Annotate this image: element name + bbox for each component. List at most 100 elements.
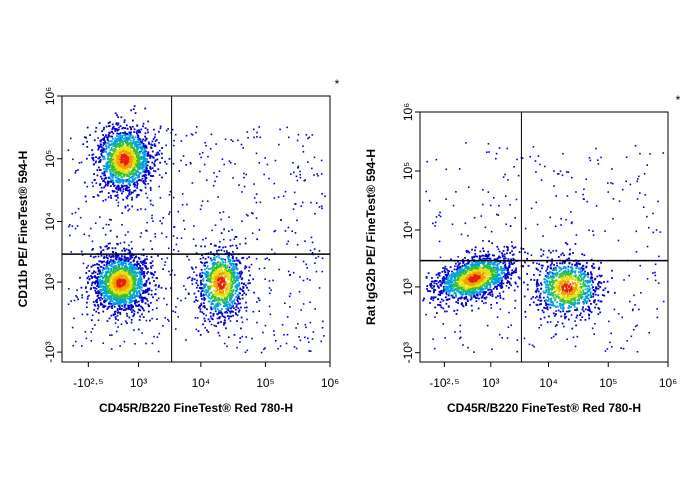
event-dot: [447, 273, 450, 276]
event-dot: [224, 138, 227, 141]
event-dot: [238, 283, 241, 285]
event-dot: [98, 161, 100, 163]
event-dot: [241, 271, 243, 274]
event-dot: [125, 287, 128, 289]
event-dot: [132, 168, 134, 171]
event-dot: [223, 323, 225, 326]
event-dot: [96, 284, 99, 287]
event-dot: [242, 286, 245, 289]
event-dot: [128, 270, 131, 273]
event-dot: [492, 276, 495, 279]
event-dot: [101, 149, 104, 152]
event-dot: [230, 139, 233, 141]
event-dot: [149, 154, 152, 157]
event-dot: [127, 249, 130, 252]
event-dot: [130, 288, 133, 291]
event-dot: [130, 306, 133, 309]
event-dot: [147, 278, 150, 281]
event-dot: [218, 269, 221, 272]
event-dot: [85, 266, 88, 269]
event-dot: [537, 269, 539, 271]
event-dot: [130, 263, 133, 266]
event-dot: [129, 144, 132, 147]
event-dot: [122, 185, 124, 188]
event-dot: [211, 270, 214, 272]
event-dot: [106, 286, 109, 289]
event-dot: [255, 152, 258, 155]
event-dot: [119, 174, 122, 176]
event-dot: [147, 303, 150, 306]
event-dot: [217, 297, 220, 299]
event-dot: [120, 161, 123, 164]
event-dot: [133, 152, 136, 155]
event-dot: [233, 279, 236, 282]
event-dot: [99, 160, 102, 162]
event-dot: [145, 192, 147, 195]
event-dot: [210, 281, 212, 283]
event-dot: [134, 302, 136, 305]
event-dot: [154, 160, 156, 163]
event-dot: [509, 283, 511, 285]
event-dot: [268, 287, 271, 289]
event-dot: [101, 271, 103, 274]
event-dot: [154, 293, 156, 296]
event-dot: [295, 175, 298, 178]
event-dot: [110, 265, 113, 268]
event-dot: [153, 280, 155, 282]
event-dot: [115, 162, 118, 165]
event-dot: [133, 128, 136, 131]
event-dot: [144, 152, 147, 154]
event-dot: [131, 165, 133, 168]
event-dot: [266, 257, 268, 260]
event-dot: [141, 313, 143, 316]
event-dot: [458, 168, 461, 170]
event-dot: [103, 256, 106, 258]
event-dot: [268, 177, 270, 180]
event-dot: [141, 151, 144, 154]
event-dot: [134, 171, 137, 174]
event-dot: [593, 333, 595, 335]
event-dot: [117, 143, 119, 146]
event-dot: [81, 296, 84, 299]
event-dot: [237, 277, 239, 280]
event-dot: [119, 153, 121, 155]
event-dot: [215, 278, 218, 280]
event-dot: [100, 148, 103, 151]
event-dot: [118, 263, 121, 266]
event-dot: [438, 214, 440, 216]
event-dot: [128, 142, 131, 145]
event-dot: [94, 275, 96, 277]
event-dot: [133, 146, 136, 149]
event-dot: [536, 262, 538, 265]
event-dot: [168, 213, 170, 215]
event-dot: [136, 194, 139, 197]
event-dot: [140, 299, 143, 302]
event-dot: [139, 140, 142, 143]
event-dot: [109, 242, 111, 245]
event-dot: [314, 212, 316, 215]
event-dot: [122, 132, 124, 134]
event-dot: [133, 160, 136, 162]
event-dot: [118, 167, 121, 169]
event-dot: [249, 274, 251, 277]
event-dot: [125, 184, 128, 187]
event-dot: [124, 187, 127, 190]
event-dot: [95, 291, 97, 293]
event-dot: [223, 283, 226, 286]
event-dot: [128, 138, 131, 141]
event-dot: [168, 157, 171, 160]
event-dot: [136, 284, 139, 287]
event-dot: [515, 198, 518, 201]
event-dot: [193, 278, 196, 281]
event-dot: [264, 278, 266, 280]
event-dot: [128, 167, 131, 170]
event-dot: [219, 240, 221, 243]
event-dot: [235, 244, 238, 247]
event-dot: [235, 264, 238, 266]
event-dot: [128, 136, 131, 139]
event-dot: [621, 188, 624, 191]
event-dot: [103, 178, 106, 180]
event-dot: [221, 314, 224, 317]
event-dot: [235, 267, 238, 270]
event-dot: [90, 265, 93, 268]
